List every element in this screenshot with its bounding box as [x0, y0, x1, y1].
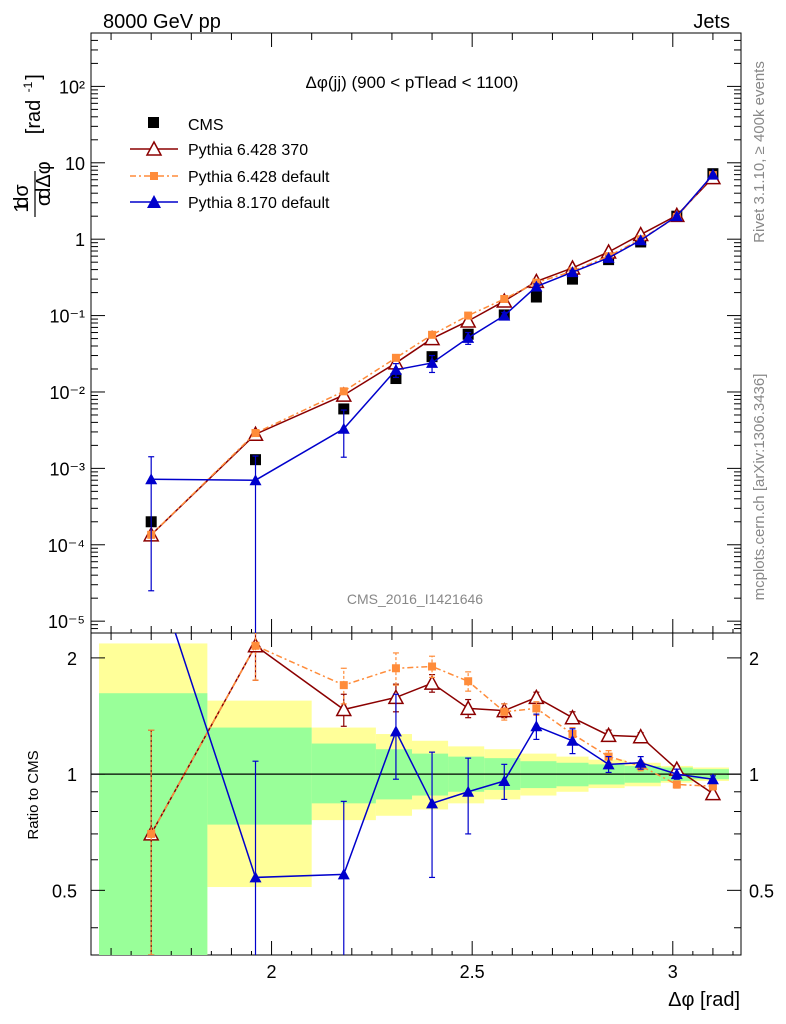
ratio-y-axis-label: Ratio to CMS	[25, 750, 42, 839]
ratio-point-series-1	[464, 677, 473, 686]
main-point-series-3	[389, 363, 402, 375]
ratio-point-series-2	[706, 773, 719, 785]
y-tick-label: 10⁻⁴	[48, 536, 85, 556]
ratio-axes: 0.5 0.5 1 1 2 2	[52, 649, 774, 929]
ratio-point-series-0	[459, 699, 477, 716]
main-point-series-1	[459, 312, 477, 328]
ratio-y-tick-label-left: 2	[67, 649, 77, 669]
band-green-1	[207, 727, 312, 825]
main-point-series-2	[339, 387, 348, 396]
ratio-point-series-2	[530, 720, 543, 732]
legend-marker-p6-default	[150, 172, 158, 180]
ratio-point-series-1	[147, 829, 156, 838]
ratio-point-series-1	[428, 662, 437, 671]
ratio-point-series-0	[600, 726, 617, 743]
ratio-point-series-1	[391, 664, 400, 673]
svg-text:1dσ σdΔφ [rad-1]: 1dσ σdΔφ [rad-1]	[8, 74, 55, 212]
legend-label-p6-default: Pythia 6.428 default	[188, 169, 330, 186]
ratio-point-series-0	[564, 709, 581, 725]
ratio-point-series-1	[672, 780, 681, 789]
ratio-point-series-2	[566, 734, 579, 746]
main-point-series-3	[706, 168, 719, 180]
mcplots-label: mcplots.cern.ch [arXiv:1306.3436]	[751, 374, 768, 601]
ratio-point-series-2	[462, 785, 475, 797]
x-tick-label: 2	[267, 962, 277, 982]
main-point-series-0	[566, 273, 578, 285]
ratio-y-tick-label-right: 1	[749, 765, 759, 785]
ratio-point-series-2	[389, 725, 402, 737]
main-point-series-3	[498, 309, 511, 321]
main-point-series-2	[391, 353, 400, 362]
ratio-point-series-2	[670, 768, 683, 780]
x-tick-label: 2.5	[460, 962, 485, 982]
ratio-y-tick-label-right: 2	[749, 649, 759, 669]
rivet-label: Rivet 3.1.10, ≥ 400k events	[751, 61, 768, 243]
plot-title: Δφ(jj) (900 < pTlead < 1100)	[306, 73, 519, 92]
ratio-panel-frame	[90, 632, 742, 956]
main-line-series-3	[151, 174, 714, 481]
y-tick-label: 10⁻³	[49, 459, 85, 479]
ratio-point-series-2	[249, 871, 262, 883]
legend-label-p6-370: Pythia 6.428 370	[188, 142, 308, 159]
ratio-point-series-2	[498, 774, 511, 786]
main-point-series-0	[338, 403, 350, 415]
ratio-y-tick-label-right: 0.5	[749, 881, 774, 901]
ratio-series-layer	[142, 633, 722, 955]
header-left: 8000 GeV pp	[103, 11, 221, 33]
main-point-series-2	[251, 429, 260, 438]
main-point-series-3	[566, 266, 579, 278]
y-tick-label: 10⁻¹	[49, 307, 85, 327]
ratio-point-series-2	[337, 868, 350, 880]
legend-label-cms: CMS	[188, 117, 224, 134]
legend-marker-cms	[148, 117, 159, 128]
legend-marker-p8-default	[147, 195, 161, 208]
ratio-point-series-1	[532, 704, 541, 713]
y-tick-label: 10	[65, 154, 85, 174]
x-axis-label: Δφ [rad]	[668, 989, 740, 1011]
main-axes: 10⁻⁵ 10⁻⁴ 10⁻³ 10⁻² 10⁻¹ 1 10 10² 2 2.5 3	[48, 32, 741, 982]
main-point-series-3	[462, 331, 475, 343]
header-right: Jets	[693, 11, 730, 33]
legend-marker-p6-370	[145, 140, 163, 156]
ratio-point-series-2	[602, 758, 615, 770]
ratio-point-series-0	[632, 728, 649, 744]
legend: CMS Pythia 6.428 370 Pythia 6.428 defaul…	[130, 117, 330, 212]
ratio-y-tick-label-left: 1	[67, 765, 77, 785]
main-point-series-3	[530, 280, 543, 292]
y-tick-label: 10²	[59, 77, 85, 97]
ratio-point-series-1	[500, 707, 509, 716]
legend-label-p8-default: Pythia 8.170 default	[188, 195, 330, 212]
main-y-axis-label: 1dσ σdΔφ [rad-1]	[8, 74, 55, 217]
y-tick-label: 1	[75, 230, 85, 250]
y-tick-label: 10⁻⁵	[48, 612, 85, 632]
y-tick-label: 10⁻²	[49, 383, 85, 403]
ratio-y-tick-label-left: 0.5	[52, 881, 77, 901]
main-point-series-3	[145, 473, 158, 485]
main-point-series-3	[337, 422, 350, 434]
main-point-series-2	[428, 330, 437, 339]
ratio-point-series-0	[335, 700, 353, 717]
main-point-series-2	[500, 294, 509, 303]
ratio-point-series-0	[704, 785, 722, 801]
ratio-point-series-1	[339, 681, 348, 690]
band-green-2	[311, 743, 376, 804]
main-point-series-0	[390, 373, 402, 385]
x-tick-label: 3	[668, 962, 678, 982]
band-green-0	[99, 693, 208, 955]
ratio-point-series-1	[251, 641, 260, 650]
main-point-series-3	[602, 251, 615, 263]
main-point-series-2	[464, 311, 473, 320]
ratio-series-clip	[142, 633, 722, 955]
main-point-series-3	[426, 356, 439, 368]
analysis-id: CMS_2016_I1421646	[347, 591, 483, 607]
main-point-series-3	[670, 210, 683, 222]
main-point-series-3	[634, 234, 647, 246]
ratio-point-series-2	[634, 756, 647, 768]
main-series-layer	[142, 168, 722, 633]
main-point-series-3	[249, 474, 262, 486]
main-point-series-0	[530, 291, 542, 303]
ratio-point-series-1	[708, 782, 717, 791]
ratio-point-series-2	[426, 797, 439, 809]
ratio-point-series-0	[423, 674, 441, 690]
